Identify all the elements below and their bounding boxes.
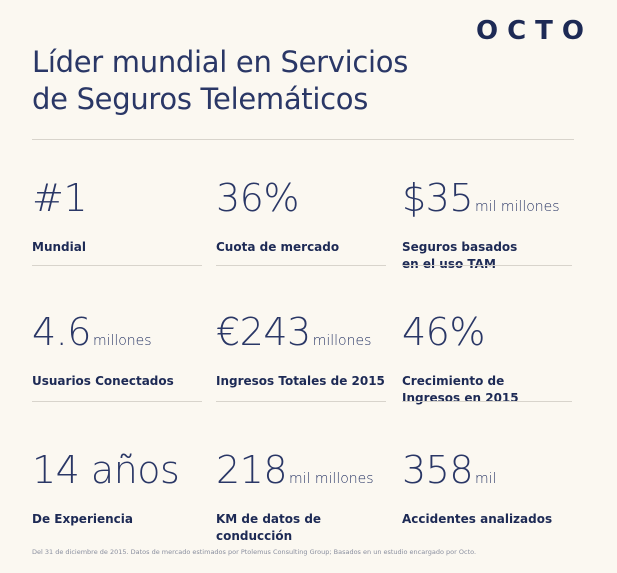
stat-value: 4.6 millones: [32, 310, 152, 354]
stat-label: De Experiencia: [32, 512, 133, 526]
stat-market-share: 36% Cuota de mercado: [216, 176, 386, 256]
stat-tam: $35 mil millones Seguros basados en el uso…: [402, 176, 572, 273]
page-title-line-1: Líder mundial en Servicios: [32, 45, 409, 79]
stat-revenue-growth: 46% Crecimiento de Ingresos en 2015: [402, 310, 572, 407]
stat-divider: [32, 265, 202, 266]
stat-divider: [216, 265, 386, 266]
stat-value: €243 millones: [216, 310, 372, 354]
footnote: Del 31 de diciembre de 2015. Datos de me…: [32, 548, 477, 556]
title-divider: [32, 139, 574, 140]
stat-label: Cuota de mercado: [216, 240, 340, 254]
stat-connected-users: 4.6 millones Usuarios Conectados: [32, 310, 202, 390]
stat-value: $35 mil millones: [402, 176, 560, 220]
stat-value: 14 años: [32, 448, 180, 492]
stat-driving-data: 218 mil millones KM de datos de conducción: [216, 448, 386, 545]
stat-value: 358 mil: [402, 448, 497, 492]
stat-divider: [402, 401, 572, 402]
stat-label: Accidentes analizados: [402, 512, 553, 526]
stat-label: Ingresos Totales de 2015: [216, 374, 385, 388]
stat-experience: 14 años De Experiencia: [32, 448, 202, 528]
stat-value: 36%: [216, 176, 299, 220]
stat-label: KM de datos de conducción: [216, 512, 322, 543]
stat-divider: [402, 265, 572, 266]
stat-label: Usuarios Conectados: [32, 374, 174, 388]
stat-divider: [32, 401, 202, 402]
stat-label: Mundial: [32, 240, 86, 254]
stat-divider: [216, 401, 386, 402]
stat-total-revenue: €243 millones Ingresos Totales de 2015: [216, 310, 386, 390]
stat-label: Seguros basados en el uso TAM: [402, 240, 518, 271]
stat-value: #1: [32, 176, 88, 220]
page-title-line-2: de Seguros Telemáticos: [32, 82, 369, 116]
stat-ranking: #1 Mundial: [32, 176, 202, 256]
page-title: Líder mundial en Servicios de Seguros Te…: [32, 44, 502, 118]
stat-value: 46%: [402, 310, 485, 354]
stat-value: 218 mil millones: [216, 448, 374, 492]
octo-logo: OCTO: [475, 16, 593, 46]
stat-accidents: 358 mil Accidentes analizados: [402, 448, 572, 528]
